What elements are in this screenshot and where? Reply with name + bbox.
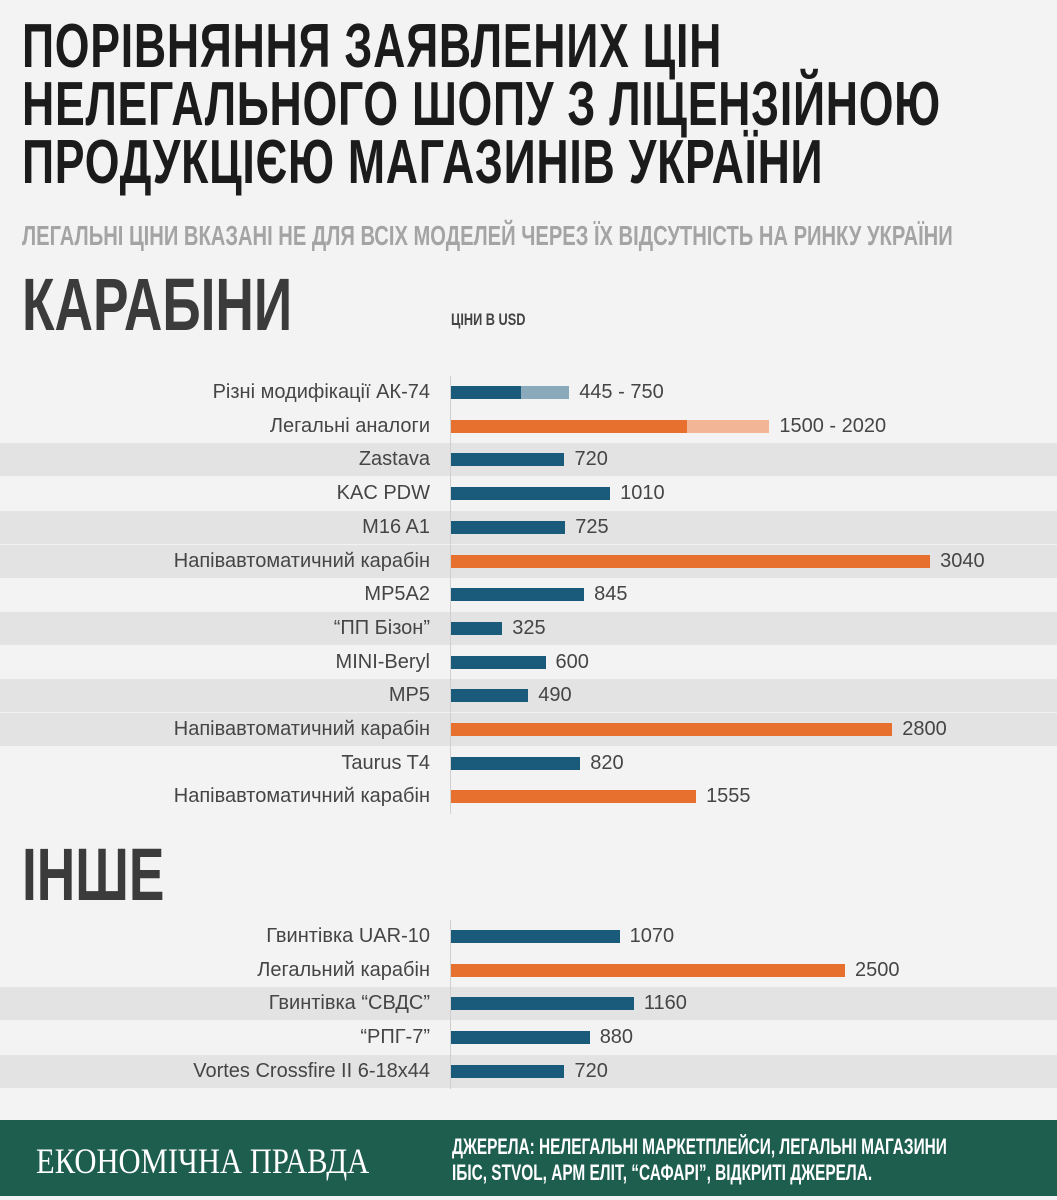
bar-label: “ПП Бізон” <box>333 616 430 639</box>
data-label: 3040 <box>940 549 985 572</box>
bar <box>451 997 634 1011</box>
bar-label: Vortes Crossfire II 6-18x44 <box>193 1059 430 1082</box>
data-label: 1160 <box>643 992 687 1015</box>
bar <box>451 453 565 467</box>
bar-label: Гвинтівка “СВДС” <box>268 992 430 1015</box>
units-label: ЦІНИ В USD <box>451 310 526 329</box>
chart-row: Гвинтівка UAR-10 1070 <box>0 920 1057 953</box>
bar-label: Легальні аналоги <box>269 414 430 437</box>
data-label: 325 <box>512 616 546 639</box>
chart-row: Різні модифікації АК-74 445 - 750 <box>0 376 1057 409</box>
bar <box>451 520 566 534</box>
footer: ЕКОНОМІЧНА ПРАВДА ДЖЕРЕЛА: НЕЛЕГАЛЬНІ МА… <box>0 1120 1057 1196</box>
data-label: 880 <box>599 1026 634 1049</box>
chart-row: Напівавтоматичний карабін 2800 <box>0 713 1057 746</box>
bar <box>451 487 611 501</box>
bar-range-min <box>451 419 688 433</box>
page-title: ПОРІВНЯННЯ ЗАЯВЛЕНИХ ЦІН НЕЛЕГАЛЬНОГО ШО… <box>22 12 941 197</box>
bar-label: Напівавтоматичний карабін <box>173 785 430 808</box>
data-label: 720 <box>574 1059 608 1082</box>
data-label: 490 <box>538 684 572 707</box>
section-title-other: ІНШЕ <box>22 833 165 916</box>
bar <box>451 1031 590 1045</box>
bar <box>451 790 697 804</box>
data-label: 445 - 750 <box>579 381 664 403</box>
logo: ЕКОНОМІЧНА ПРАВДА <box>36 1141 370 1181</box>
chart-row: Легальний карабін 2500 <box>0 954 1057 987</box>
data-label: 720 <box>574 448 608 471</box>
bar-label: KAC PDW <box>336 482 430 505</box>
chart-row: “ПП Бізон” 325 <box>0 611 1057 645</box>
axis-line <box>450 376 451 815</box>
bar-label: Різні модифікації АК-74 <box>212 381 430 403</box>
bar-label: MP5 <box>388 684 430 707</box>
chart-row: Напівавтоматичний карабін 3040 <box>0 544 1057 578</box>
bar <box>451 963 845 977</box>
data-label: 725 <box>575 515 609 538</box>
sources-text: ДЖЕРЕЛА: НЕЛЕГАЛЬНІ МАРКЕТПЛЕЙСИ, ЛЕГАЛЬ… <box>452 1134 947 1185</box>
bar <box>451 621 503 635</box>
section-title-carbines: КАРАБІНИ <box>22 263 293 346</box>
data-label: 2500 <box>855 958 900 981</box>
bar-range-min <box>451 386 522 399</box>
bar-label: MINI-Beryl <box>335 650 430 673</box>
chart-row: Легальні аналоги 1500 - 2020 <box>0 410 1057 443</box>
bar-label: Taurus T4 <box>341 751 430 774</box>
bar-label: M16 A1 <box>362 515 430 538</box>
bar-label: Гвинтівка UAR-10 <box>266 925 430 947</box>
bar <box>451 554 931 568</box>
data-label: 600 <box>555 650 589 673</box>
data-label: 1500 - 2020 <box>779 414 887 437</box>
bar <box>451 1064 565 1078</box>
bar-label: MP5A2 <box>364 583 430 606</box>
bar-label: Легальний карабін <box>257 958 430 981</box>
data-label: 1070 <box>629 925 675 947</box>
chart-row: MP5 490 <box>0 679 1057 713</box>
axis-line <box>450 920 451 1089</box>
data-label: 2800 <box>902 718 947 740</box>
bar-label: “РПГ-7” <box>360 1026 430 1049</box>
bar-label: Напівавтоматичний карабін <box>173 549 430 572</box>
chart-row: KAC PDW 1010 <box>0 477 1057 510</box>
chart-row: Zastava 720 <box>0 443 1057 477</box>
chart-row: “РПГ-7” 880 <box>0 1021 1057 1054</box>
subtitle: ЛЕГАЛЬНІ ЦІНИ ВКАЗАНІ НЕ ДЛЯ ВСІХ МОДЕЛЕ… <box>22 220 953 251</box>
chart-row: M16 A1 725 <box>0 510 1057 544</box>
bar-label: Напівавтоматичний карабін <box>173 718 430 740</box>
bar <box>451 588 585 602</box>
bar <box>451 756 581 770</box>
data-label: 820 <box>590 751 624 774</box>
chart-row: Напівавтоматичний карабін 1555 <box>0 780 1057 813</box>
chart-row: Vortes Crossfire II 6-18x44 720 <box>0 1054 1057 1088</box>
data-label: 1555 <box>706 785 751 808</box>
bar <box>451 689 529 703</box>
bar-label: Zastava <box>358 448 430 471</box>
bar <box>451 723 893 736</box>
chart-row: Taurus T4 820 <box>0 747 1057 780</box>
bar <box>451 930 620 943</box>
bar <box>451 655 546 669</box>
chart-row: Гвинтівка “СВДС” 1160 <box>0 987 1057 1021</box>
data-label: 845 <box>594 583 628 606</box>
chart-row: MINI-Beryl 600 <box>0 646 1057 679</box>
chart-row: MP5A2 845 <box>0 578 1057 611</box>
data-label: 1010 <box>620 482 665 505</box>
